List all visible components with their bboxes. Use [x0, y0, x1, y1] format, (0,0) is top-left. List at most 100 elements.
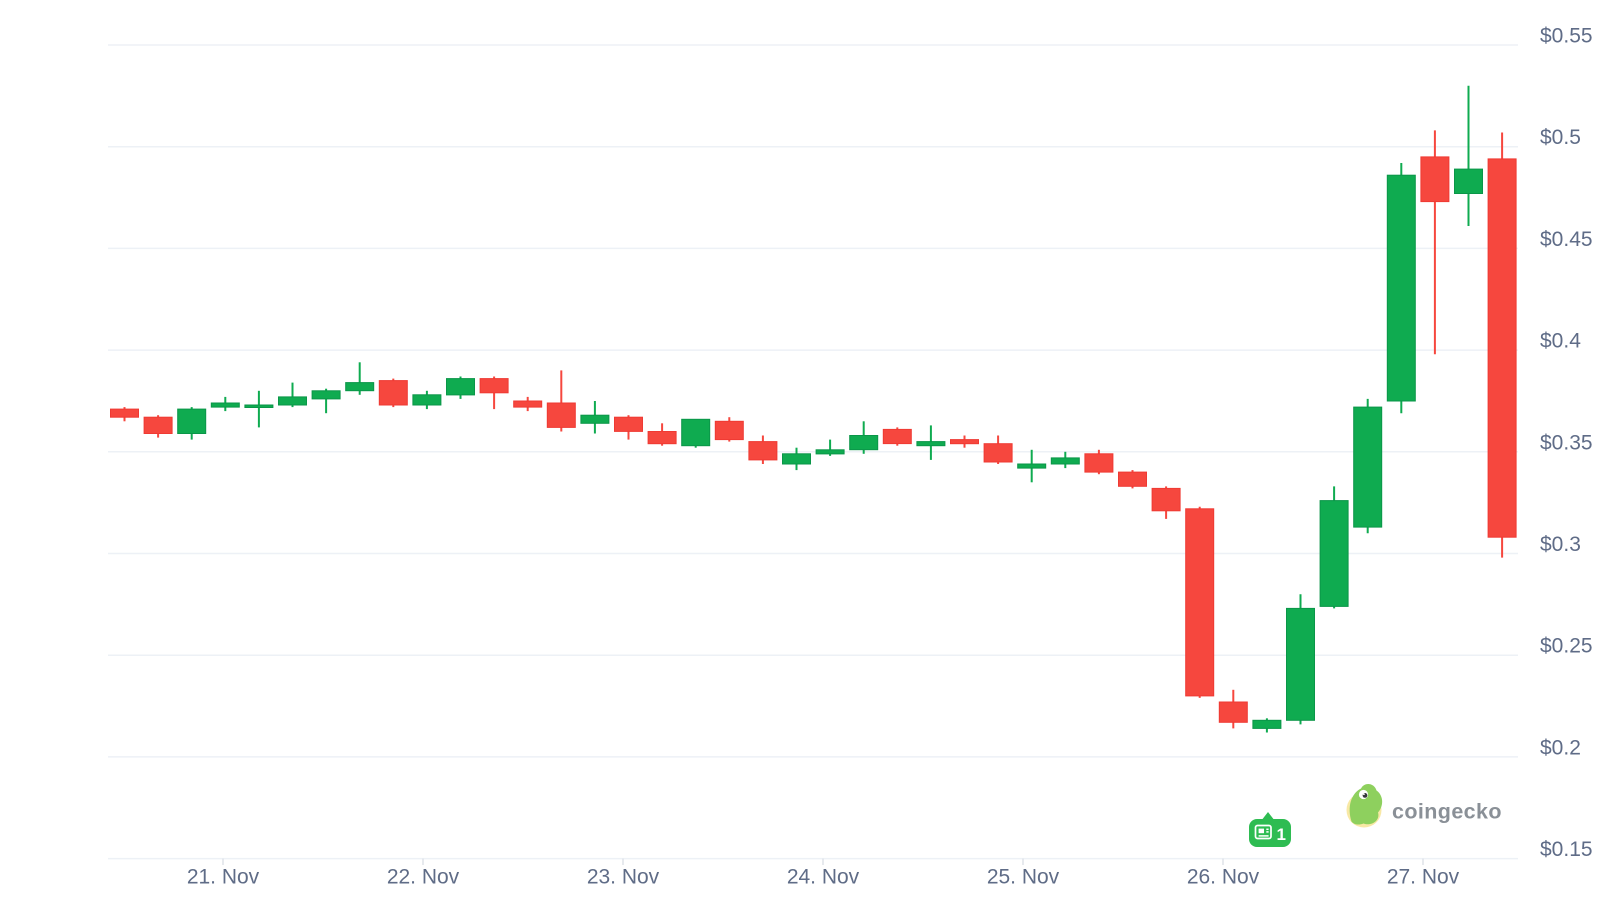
x-axis-label: 27. Nov	[1387, 866, 1460, 889]
candle-body	[714, 420, 744, 441]
newspaper-icon	[1254, 824, 1272, 840]
candle-body	[1353, 406, 1383, 528]
candle-body	[143, 416, 173, 435]
candle-body	[546, 402, 576, 428]
x-axis-label: 26. Nov	[1187, 866, 1260, 889]
candle-body	[378, 380, 408, 406]
candle-body	[782, 453, 811, 465]
badge-pointer	[1261, 812, 1275, 821]
candle[interactable]	[513, 396, 543, 412]
gecko-head	[1349, 783, 1383, 825]
candle-body	[647, 431, 677, 445]
candle-body	[311, 390, 341, 400]
candle[interactable]	[1151, 486, 1181, 519]
candle[interactable]	[1386, 163, 1416, 414]
y-axis-label: $0.5	[1540, 126, 1581, 149]
x-axis-label: 24. Nov	[787, 866, 860, 889]
candle[interactable]	[143, 415, 173, 438]
candle[interactable]	[345, 362, 375, 395]
x-axis-label: 21. Nov	[187, 866, 260, 889]
candle[interactable]	[782, 447, 811, 471]
candle-body	[815, 449, 845, 455]
candle-body	[614, 416, 643, 432]
candle-body	[1386, 174, 1416, 402]
candle-body	[849, 435, 879, 451]
candle[interactable]	[580, 401, 610, 434]
x-axis-label: 25. Nov	[987, 866, 1060, 889]
y-axis-label: $0.25	[1540, 635, 1593, 658]
y-axis-label: $0.3	[1540, 533, 1581, 556]
candle-body	[1050, 457, 1080, 465]
candle-body	[580, 414, 610, 424]
candle[interactable]	[479, 376, 509, 410]
candle[interactable]	[311, 388, 341, 414]
candle[interactable]	[110, 407, 139, 422]
candle[interactable]	[1454, 85, 1483, 226]
candle-body	[479, 378, 509, 394]
candle-body	[278, 396, 307, 406]
candle-body	[1252, 719, 1282, 729]
candle-body	[110, 408, 139, 418]
candle-body	[1420, 156, 1450, 203]
y-axis-label: $0.15	[1540, 838, 1593, 861]
candle-body	[1084, 453, 1114, 473]
candle[interactable]	[278, 382, 307, 408]
candle-body	[513, 400, 543, 408]
candle-body	[1286, 607, 1315, 721]
badge-count: 1	[1277, 825, 1286, 844]
candle[interactable]	[1420, 130, 1450, 355]
candle[interactable]	[950, 435, 979, 448]
candle-body	[748, 441, 778, 461]
candle-body	[1487, 158, 1517, 538]
candle[interactable]	[1185, 506, 1215, 698]
candle[interactable]	[1017, 449, 1047, 483]
candle-body	[681, 418, 711, 447]
candle-body	[244, 404, 274, 408]
candle[interactable]	[546, 370, 576, 432]
candle[interactable]	[210, 396, 240, 412]
candle[interactable]	[1050, 451, 1080, 469]
candle[interactable]	[378, 378, 408, 408]
candle[interactable]	[446, 376, 475, 399]
candle[interactable]	[1286, 594, 1315, 725]
candle-body	[1218, 701, 1248, 723]
candle[interactable]	[1319, 486, 1349, 609]
coingecko-watermark: coingecko	[1346, 783, 1502, 828]
candle[interactable]	[647, 423, 677, 446]
candle[interactable]	[916, 425, 946, 460]
candle[interactable]	[412, 390, 442, 410]
gecko-nostril	[1352, 789, 1355, 793]
candle[interactable]	[1084, 449, 1114, 475]
candle-body	[950, 439, 979, 445]
candle[interactable]	[1487, 132, 1517, 558]
candle[interactable]	[681, 418, 711, 448]
y-axis-label: $0.45	[1540, 228, 1593, 251]
candle[interactable]	[882, 427, 912, 446]
candle-body	[177, 408, 207, 435]
candle[interactable]	[1353, 398, 1383, 534]
candle-body	[983, 443, 1013, 463]
candle[interactable]	[1252, 718, 1282, 733]
candle[interactable]	[714, 417, 744, 442]
candle[interactable]	[1118, 470, 1147, 489]
news-annotation-badge[interactable]: 1	[1249, 812, 1291, 847]
candle-body	[1454, 168, 1483, 195]
candle[interactable]	[849, 421, 879, 454]
x-axis-label: 23. Nov	[587, 866, 660, 889]
candle-body	[412, 394, 442, 406]
candle[interactable]	[177, 407, 207, 440]
candle[interactable]	[748, 435, 778, 465]
candle[interactable]	[1218, 689, 1248, 729]
candle[interactable]	[983, 435, 1013, 465]
candle[interactable]	[815, 439, 845, 456]
candle-body	[882, 428, 912, 445]
candle[interactable]	[614, 415, 643, 440]
y-axis-label: $0.2	[1540, 736, 1581, 759]
candle-body	[1017, 463, 1047, 469]
candle[interactable]	[244, 390, 274, 428]
coingecko-watermark-text: coingecko	[1392, 800, 1502, 824]
gecko-eye-highlight	[1363, 793, 1365, 796]
candle-body	[1319, 500, 1349, 607]
